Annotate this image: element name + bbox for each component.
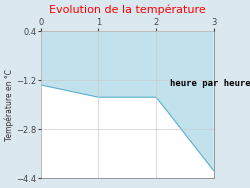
Text: heure par heure: heure par heure (170, 79, 250, 88)
Polygon shape (41, 31, 214, 171)
Title: Evolution de la température: Evolution de la température (49, 4, 206, 15)
Y-axis label: Température en °C: Température en °C (4, 69, 14, 141)
